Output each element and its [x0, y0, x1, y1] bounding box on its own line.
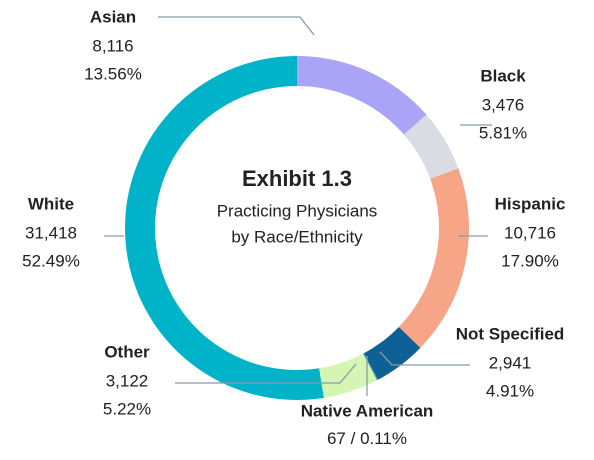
percent-label: 4.91% — [486, 381, 534, 400]
slice — [403, 114, 459, 179]
data-label: 67 / 0.11% — [327, 429, 407, 448]
value-label: 8,116 — [92, 36, 133, 55]
chart-title: Exhibit 1.3 — [242, 166, 352, 191]
percent-label: 5.22% — [103, 399, 151, 418]
percent-label: 17.90% — [501, 251, 559, 270]
leader-lines — [104, 16, 492, 396]
slices — [124, 56, 469, 400]
percent-label: 13.56% — [84, 64, 142, 83]
value-label: 67 — [327, 429, 346, 448]
percent-label: 5.81% — [479, 123, 527, 142]
leader-line — [379, 351, 470, 366]
legend-label: Not Specified — [456, 324, 565, 343]
legend-label: Other — [104, 342, 150, 361]
leader-line — [158, 16, 315, 36]
value-label: 3,122 — [106, 371, 149, 390]
legend-label: Native American — [301, 401, 434, 420]
slice — [297, 56, 427, 135]
separator: / — [346, 429, 360, 448]
value-label: 2,941 — [489, 353, 532, 372]
slice — [398, 168, 469, 348]
chart-subtitle: Practicing Physicians — [217, 201, 378, 220]
value-label: 3,476 — [482, 95, 525, 114]
chart-subtitle: by Race/Ethnicity — [231, 227, 363, 246]
legend-label: Asian — [90, 7, 136, 26]
value-label: 10,716 — [504, 223, 556, 242]
percent-label: 0.11% — [360, 429, 407, 448]
legend-label: Hispanic — [495, 194, 566, 213]
slice — [363, 326, 421, 380]
slice — [124, 56, 324, 400]
percent-label: 52.49% — [22, 251, 80, 270]
value-label: 31,418 — [25, 223, 77, 242]
legend-label: Black — [480, 66, 526, 85]
slice — [319, 353, 378, 398]
leader-line — [175, 363, 357, 384]
legend-label: White — [28, 194, 74, 213]
